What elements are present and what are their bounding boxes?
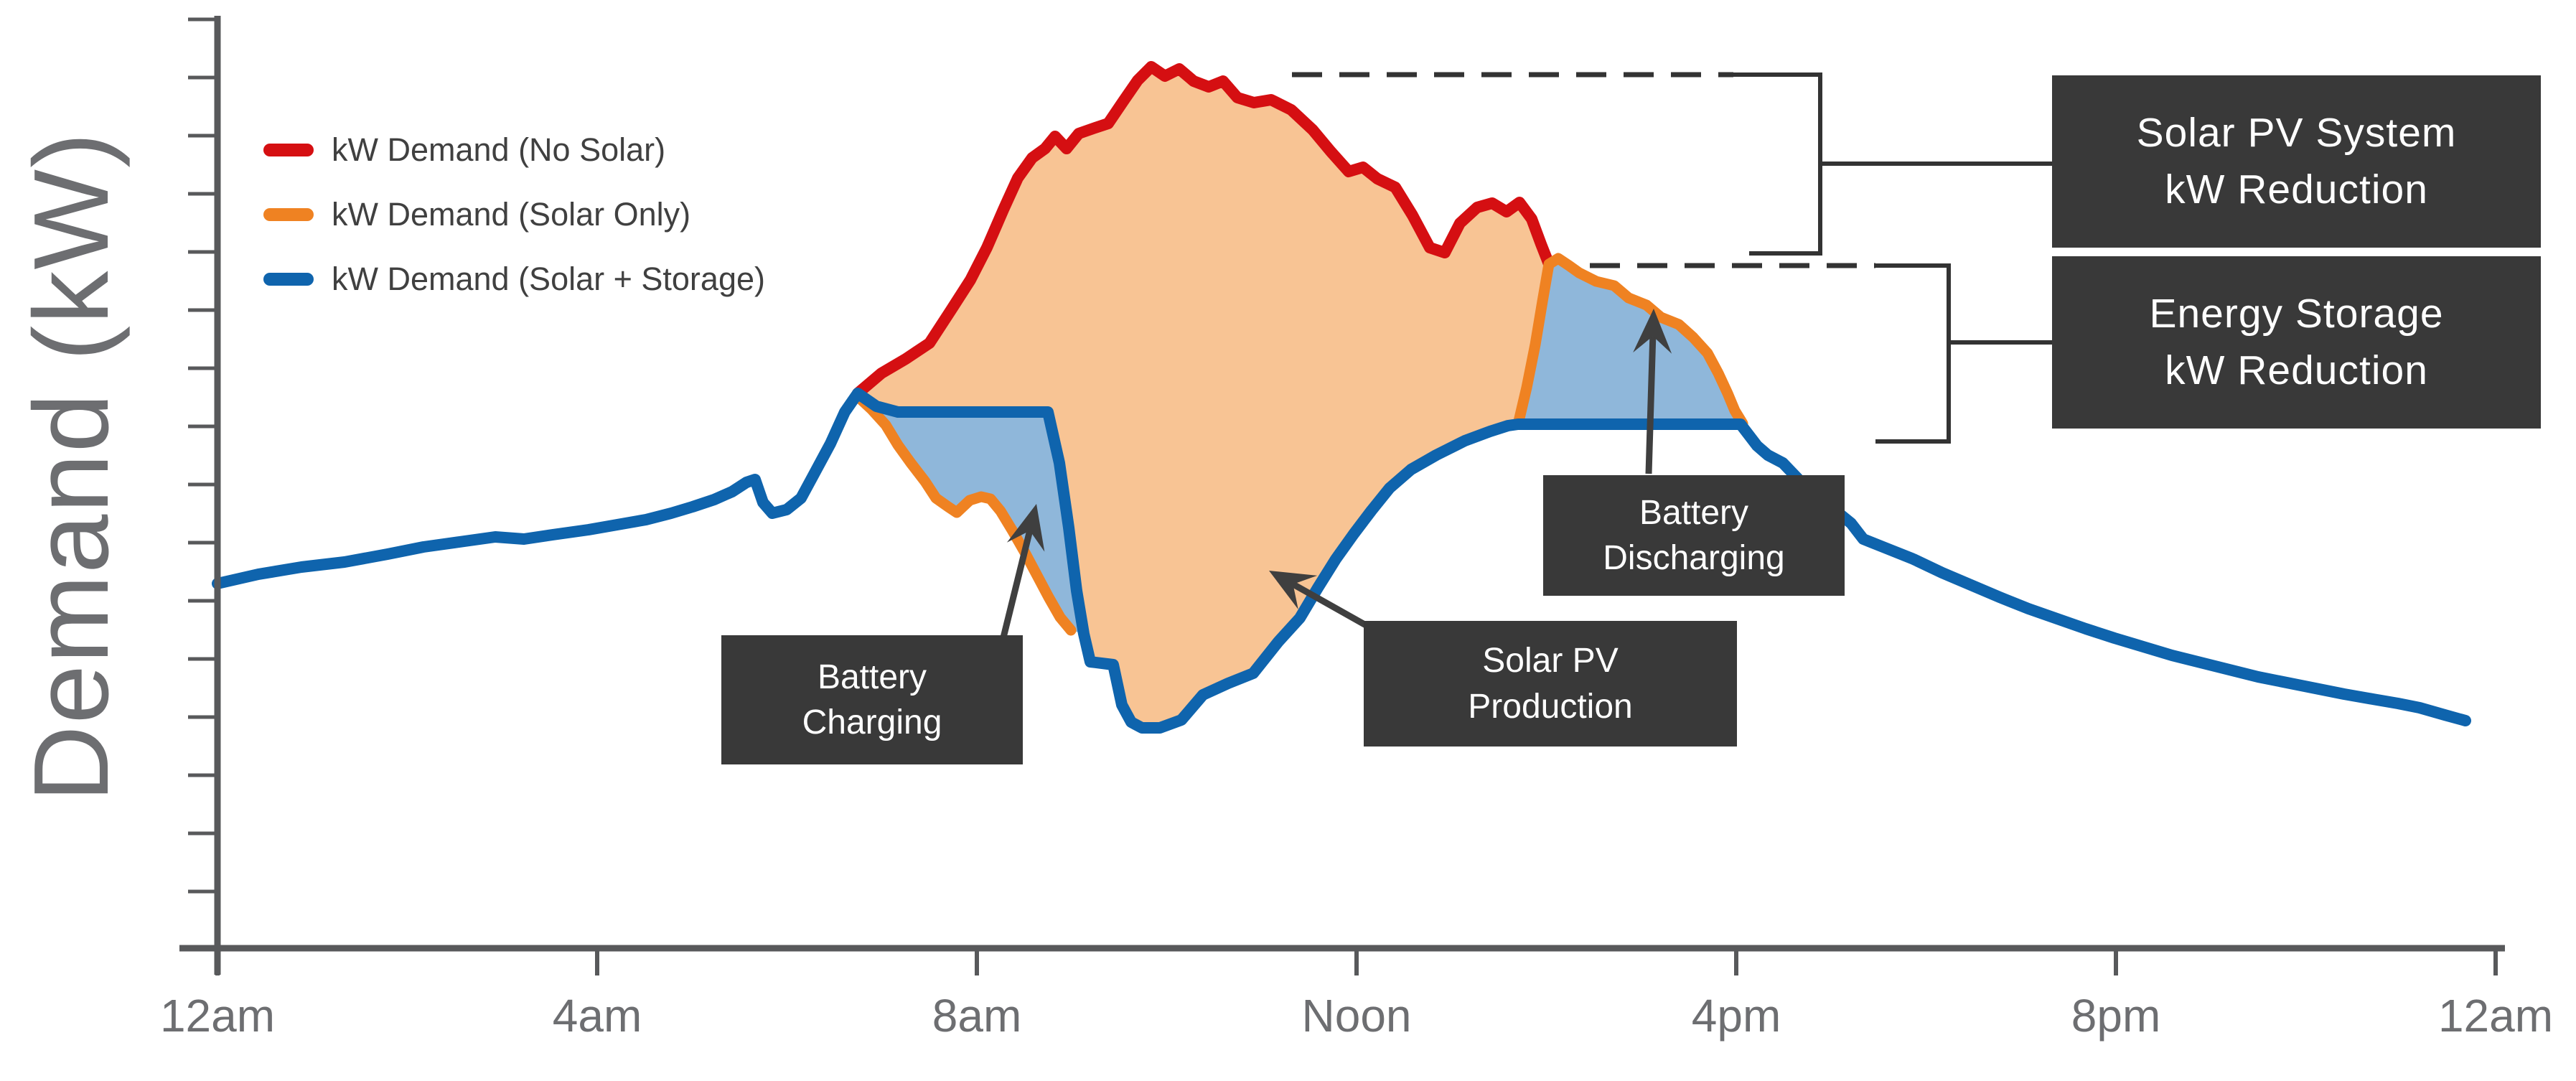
legend-swatch bbox=[263, 208, 314, 221]
solar-reduction-bracket bbox=[1733, 72, 1822, 256]
solar-pv-production-label-line: Solar PV bbox=[1482, 642, 1619, 680]
x-tick-label-12am: 12am bbox=[159, 990, 276, 1042]
x-tick-label-8pm: 8pm bbox=[2071, 990, 2161, 1042]
solar-pv-reduction-label-line: Solar PV System bbox=[2136, 110, 2457, 156]
series-kw-demand-no-solar- bbox=[852, 61, 1555, 399]
series-kw-demand-solar-only-morning-descent bbox=[854, 393, 1077, 636]
energy-storage-reduction-label-line: kW Reduction bbox=[2165, 347, 2428, 393]
legend-item: kW Demand (Solar + Storage) bbox=[263, 261, 765, 298]
battery-discharging-arrow-head bbox=[1633, 309, 1672, 354]
x-tick-label-4am: 4am bbox=[552, 990, 642, 1042]
battery-charging-area bbox=[858, 393, 1084, 634]
series-kw-demand-solar-storage- bbox=[212, 388, 2471, 734]
energy-storage-reduction-label-line: Energy Storage bbox=[2149, 291, 2444, 337]
solar-production-arrow-head bbox=[1269, 571, 1318, 609]
battery-discharging-label-line: Discharging bbox=[1603, 539, 1785, 577]
legend-label: kW Demand (Solar Only) bbox=[332, 196, 691, 233]
legend-label: kW Demand (Solar + Storage) bbox=[332, 261, 765, 297]
legend-label: kW Demand (No Solar) bbox=[332, 131, 666, 168]
battery-charging-label: Battery Charging bbox=[721, 635, 1023, 764]
x-tick-label-Noon: Noon bbox=[1301, 990, 1412, 1042]
storage-reduction-bracket bbox=[1875, 263, 1951, 444]
battery-discharging-label-line: Battery bbox=[1639, 493, 1749, 532]
solar-pv-production-label: Solar PV Production bbox=[1364, 621, 1737, 747]
energy-storage-reduction-label: Energy Storage kW Reduction bbox=[2052, 256, 2541, 429]
battery-charging-label-line: Charging bbox=[802, 703, 942, 741]
battery-discharging-label: Battery Discharging bbox=[1543, 475, 1845, 596]
legend-item: kW Demand (Solar Only) bbox=[263, 196, 690, 233]
battery-charging-arrow-shaft bbox=[1000, 530, 1034, 639]
battery-discharging-arrow-shaft bbox=[1645, 336, 1657, 474]
legend-item: kW Demand (No Solar) bbox=[263, 131, 665, 169]
legend-swatch bbox=[263, 273, 314, 286]
y-axis-title: Demand (kW) bbox=[12, 131, 131, 802]
x-tick-label-4pm: 4pm bbox=[1691, 990, 1781, 1042]
battery-charging-label-line: Battery bbox=[817, 658, 927, 696]
series-kw-demand-solar-only-afternoon-hump bbox=[1512, 253, 1748, 430]
x-tick-label-12am: 12am bbox=[2437, 990, 2554, 1042]
solar-pv-reduction-label-line: kW Reduction bbox=[2165, 167, 2428, 212]
battery-discharging-area bbox=[1518, 258, 1743, 424]
solar-pv-reduction-label: Solar PV System kW Reduction bbox=[2052, 75, 2541, 248]
battery-charging-arrow-head bbox=[1006, 504, 1045, 552]
solar-pv-production-label-line: Production bbox=[1468, 687, 1633, 726]
legend-swatch bbox=[263, 144, 314, 156]
x-tick-label-8am: 8am bbox=[932, 990, 1022, 1042]
